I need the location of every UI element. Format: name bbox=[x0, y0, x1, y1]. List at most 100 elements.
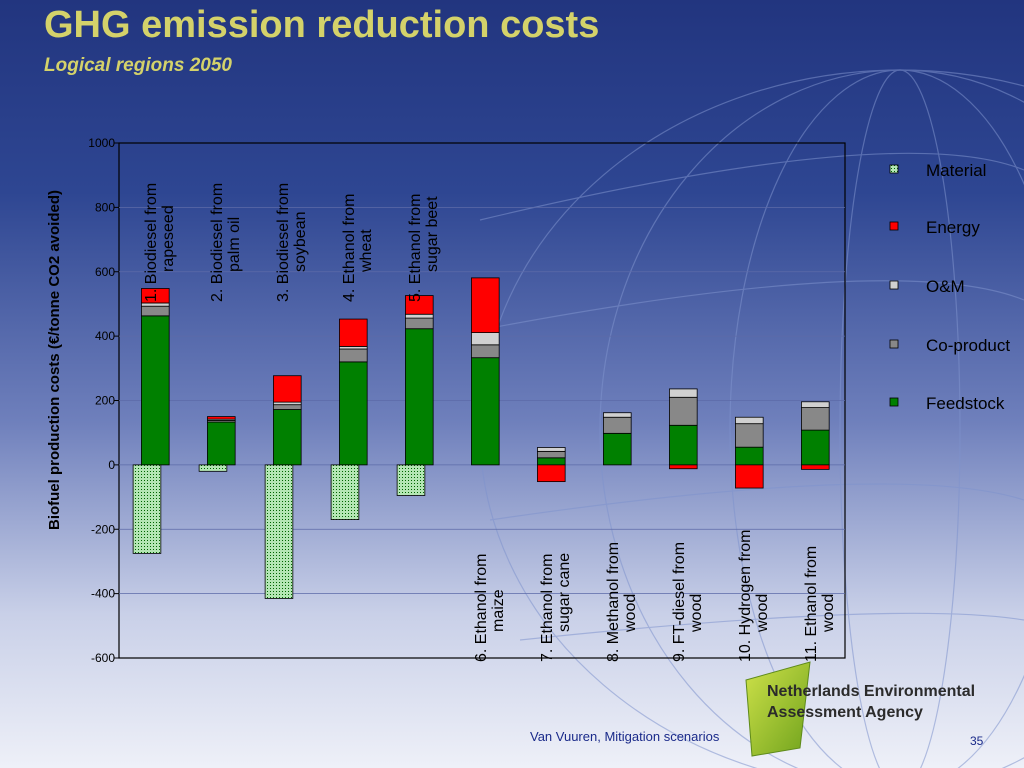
category-label-line: wood bbox=[754, 594, 771, 633]
bar-energy bbox=[141, 288, 170, 304]
legend-label-feedstock: Feedstock bbox=[926, 394, 1005, 413]
bar-energy bbox=[537, 464, 566, 483]
bar-co-product bbox=[537, 450, 566, 459]
bar-o-m bbox=[405, 313, 434, 319]
category-label-line: 11. Ethanol from bbox=[803, 546, 820, 662]
legend-swatch-feedstock bbox=[889, 397, 899, 407]
agency-name-line2: Assessment Agency bbox=[767, 704, 923, 721]
bar-co-product bbox=[405, 317, 434, 330]
category-label-line: wheat bbox=[358, 229, 375, 273]
category-label-line: 9. FT-diesel from bbox=[671, 542, 688, 662]
category-label: 9. FT-diesel fromwood bbox=[671, 542, 705, 662]
category-label: 10. Hydrogen fromwood bbox=[737, 529, 771, 662]
category-label-line: 7. Ethanol from bbox=[539, 554, 556, 663]
bar-feedstock bbox=[537, 457, 566, 466]
bar-energy bbox=[339, 318, 368, 347]
category-label: 1. Biodiesel fromrapeseed bbox=[143, 183, 177, 302]
legend-label-o-m: O&M bbox=[926, 277, 965, 296]
bar-feedstock bbox=[207, 421, 236, 466]
legend-label-co-product: Co-product bbox=[926, 336, 1010, 355]
category-label-line: maize bbox=[490, 589, 507, 632]
bar-material bbox=[396, 464, 426, 496]
bar-o-m bbox=[141, 302, 170, 307]
bar-co-product bbox=[669, 396, 698, 426]
bar-energy bbox=[669, 464, 698, 470]
bar-energy bbox=[735, 464, 764, 489]
category-label-line: 4. Ethanol from bbox=[341, 194, 358, 303]
bar-co-product bbox=[141, 305, 170, 317]
category-label-line: palm oil bbox=[226, 217, 243, 272]
bar-o-m bbox=[669, 388, 698, 398]
legend-swatch-material bbox=[889, 164, 899, 174]
bar-o-m bbox=[603, 412, 632, 418]
category-label-line: 8. Methanol from bbox=[605, 542, 622, 662]
slide-subtitle: Logical regions 2050 bbox=[44, 55, 232, 76]
footer-text: Van Vuuren, Mitigation scenarios bbox=[530, 729, 720, 744]
category-label: 5. Ethanol fromsugar beet bbox=[407, 194, 441, 303]
y-tick-label: -400 bbox=[91, 587, 115, 601]
bar-energy bbox=[273, 375, 302, 403]
category-label-line: rapeseed bbox=[160, 205, 177, 272]
category-label-line: wood bbox=[688, 594, 705, 633]
y-tick-label: 200 bbox=[95, 394, 115, 408]
category-label-line: 6. Ethanol from bbox=[473, 554, 490, 663]
category-label: 4. Ethanol fromwheat bbox=[341, 194, 375, 303]
category-label: 8. Methanol fromwood bbox=[605, 542, 639, 662]
category-label-line: 2. Biodiesel from bbox=[209, 183, 226, 302]
category-label-line: sugar beet bbox=[424, 196, 441, 272]
bar-feedstock bbox=[141, 315, 170, 466]
y-tick-label: 0 bbox=[108, 458, 115, 472]
y-axis-label: Biofuel production costs (€/tonne CO2 av… bbox=[46, 190, 63, 530]
category-label: 7. Ethanol fromsugar cane bbox=[539, 553, 573, 662]
bar-o-m bbox=[801, 401, 830, 408]
bar-o-m bbox=[471, 332, 500, 346]
bar-feedstock bbox=[669, 424, 698, 466]
y-tick-label: 400 bbox=[95, 329, 115, 343]
category-label-line: wood bbox=[622, 594, 639, 633]
category-label-line: wood bbox=[820, 594, 837, 633]
bar-feedstock bbox=[471, 357, 500, 466]
bar-material bbox=[264, 464, 294, 599]
bar-feedstock bbox=[273, 409, 302, 466]
bar-co-product bbox=[471, 344, 500, 359]
bar-co-product bbox=[735, 423, 764, 448]
bar-o-m bbox=[537, 447, 566, 452]
legend-label-energy: Energy bbox=[926, 218, 980, 237]
bar-energy bbox=[801, 464, 830, 470]
category-label-line: 10. Hydrogen from bbox=[737, 529, 754, 662]
bar-feedstock bbox=[735, 446, 764, 466]
y-tick-label: -200 bbox=[91, 522, 115, 536]
bar-energy bbox=[207, 416, 236, 420]
category-label: 3. Biodiesel fromsoybean bbox=[275, 183, 309, 302]
bar-material bbox=[330, 464, 360, 520]
category-label-line: 5. Ethanol from bbox=[407, 194, 424, 303]
agency-name: Netherlands Environmental Assessment Age… bbox=[767, 681, 975, 723]
category-label-line: sugar cane bbox=[556, 553, 573, 632]
bar-o-m bbox=[735, 416, 764, 425]
agency-name-line1: Netherlands Environmental bbox=[767, 683, 976, 700]
bar-feedstock bbox=[801, 429, 830, 466]
bar-material bbox=[198, 464, 228, 472]
category-label: 11. Ethanol fromwood bbox=[803, 546, 837, 662]
bar-co-product bbox=[603, 416, 632, 434]
legend-swatch-energy bbox=[889, 221, 899, 231]
y-tick-label: 600 bbox=[95, 265, 115, 279]
bar-co-product bbox=[801, 407, 830, 431]
category-label: 6. Ethanol frommaize bbox=[473, 554, 507, 663]
bar-feedstock bbox=[603, 432, 632, 466]
bar-feedstock bbox=[405, 328, 434, 466]
bar-feedstock bbox=[339, 361, 368, 466]
y-tick-label: -600 bbox=[91, 651, 115, 665]
page-number: 35 bbox=[970, 734, 984, 748]
bar-energy bbox=[405, 295, 434, 315]
y-tick-label: 800 bbox=[95, 200, 115, 214]
bar-energy bbox=[471, 277, 500, 333]
category-label: 2. Biodiesel frompalm oil bbox=[209, 183, 243, 302]
agency-logo-icon bbox=[745, 661, 811, 757]
slide-title: GHG emission reduction costs bbox=[44, 4, 600, 46]
bar-co-product bbox=[273, 404, 302, 410]
legend-swatch-co-product bbox=[889, 339, 899, 349]
y-tick-label: 1000 bbox=[88, 136, 115, 150]
category-label-line: soybean bbox=[292, 212, 309, 273]
